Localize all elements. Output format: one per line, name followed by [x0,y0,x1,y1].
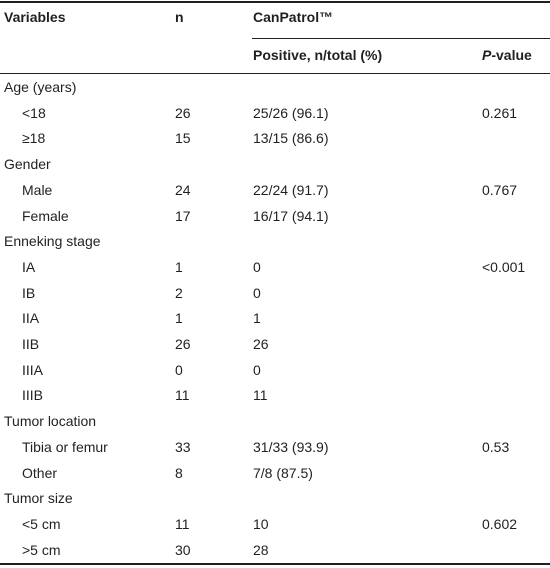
cell-variable: Gender [4,156,51,173]
table-row: Male 24 22/24 (91.7) 0.767 [0,178,550,203]
table-row: <5 cm 11 10 0.602 [0,512,550,537]
table-row: Female 17 16/17 (94.1) [0,204,550,229]
table-row: IIIB 11 11 [0,383,550,408]
cell-n: 24 [175,181,191,198]
cell-variable: Tumor size [4,490,73,507]
header-p-suffix: -value [491,47,532,63]
cell-n: 15 [175,130,191,147]
cell-positive: 22/24 (91.7) [253,181,329,198]
table-row: ≥18 15 13/15 (86.6) [0,126,550,151]
cell-variable: ≥18 [22,130,46,147]
table-row: Tumor location [0,409,550,434]
table-row: IB 2 0 [0,281,550,306]
cell-variable: IIA [22,310,40,327]
cell-p-value: 0.602 [482,515,518,532]
cell-positive: 28 [253,541,269,558]
table-row: Tumor size [0,486,550,511]
table-top-rule [0,1,550,3]
cell-positive: 0 [253,258,261,275]
table-row: Age (years) [0,75,550,100]
cell-n: 17 [175,207,191,224]
cell-variable: >5 cm [22,541,61,558]
table-row: >5 cm 30 28 [0,538,550,563]
cell-positive: 0 [253,284,261,301]
cell-n: 30 [175,541,191,558]
cell-positive: 13/15 (86.6) [253,130,329,147]
cell-variable: <5 cm [22,515,61,532]
cell-p-value: 0.53 [482,438,510,455]
cell-n: 26 [175,104,191,121]
cell-p-value: <0.001 [482,258,526,275]
cell-n: 11 [175,515,190,532]
cell-variable: Enneking stage [4,233,101,250]
cell-positive: 0 [253,361,261,378]
table-row: IIB 26 26 [0,332,550,357]
cell-variable: Other [22,464,58,481]
header-p-value: P-value [482,47,532,63]
cell-variable: IA [22,258,36,275]
cell-n: 11 [175,387,190,404]
cell-variable: IIIA [22,361,44,378]
cell-variable: <18 [22,104,46,121]
cell-variable: Tumor location [4,413,97,430]
cell-positive: 31/33 (93.9) [253,438,329,455]
cell-positive: 7/8 (87.5) [253,464,313,481]
table-row: IA 1 0 <0.001 [0,255,550,280]
cell-n: 2 [175,284,183,301]
cell-variable: Female [22,207,69,224]
cell-variable: Age (years) [4,79,77,95]
cell-n: 26 [175,336,191,352]
table-row: Gender [0,152,550,177]
cell-variable: IB [22,284,36,301]
cell-n: 8 [175,464,183,481]
cell-positive: 11 [253,387,268,404]
cell-positive: 16/17 (94.1) [253,207,329,224]
header-positive: Positive, n/total (%) [253,47,383,63]
table-row: IIA 1 1 [0,306,550,331]
header-group-rule [252,38,550,39]
cell-variable: Male [22,181,53,198]
header-n: n [175,9,184,25]
cell-variable: IIIB [22,387,44,404]
cell-n: 33 [175,438,191,455]
cell-variable: IIB [22,336,40,352]
cell-positive: 25/26 (96.1) [253,104,329,121]
cell-positive: 1 [253,310,261,327]
table-row: IIIA 0 0 [0,358,550,383]
header-canpatrol: CanPatrol™ [253,9,334,25]
cell-p-value: 0.767 [482,181,518,198]
header-p-italic: P [482,47,492,63]
table-row: Other 8 7/8 (87.5) [0,461,550,486]
cell-n: 1 [175,310,183,327]
cell-positive: 10 [253,515,269,532]
cell-p-value: 0.261 [482,104,518,121]
table-row: Enneking stage [0,229,550,254]
cell-n: 0 [175,361,183,378]
header-bottom-rule [0,73,550,74]
table-bottom-rule [0,563,550,565]
header-variables: Variables [4,9,66,25]
cell-n: 1 [175,258,183,275]
table-row: <18 26 25/26 (96.1) 0.261 [0,101,550,126]
table-row: Tibia or femur 33 31/33 (93.9) 0.53 [0,435,550,460]
cell-variable: Tibia or femur [22,438,108,455]
cell-positive: 26 [253,336,269,352]
